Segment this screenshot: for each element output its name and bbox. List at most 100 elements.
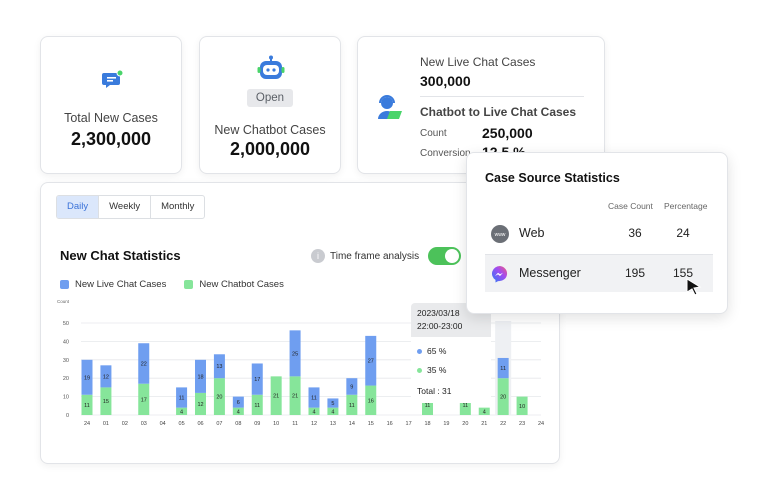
x-tick-label: 10	[273, 421, 279, 427]
open-badge[interactable]: Open	[247, 89, 293, 107]
x-tick-label: 04	[160, 421, 166, 427]
source-row-messenger[interactable]: Messenger 195 155	[485, 254, 713, 292]
source-percentage: 155	[672, 266, 694, 280]
x-tick-label: 15	[368, 421, 374, 427]
info-icon[interactable]: i	[311, 249, 325, 263]
bar-chatbot-label: 21	[273, 394, 279, 400]
x-tick-label: 13	[330, 421, 336, 427]
bar-live	[195, 359, 206, 393]
y-tick-label: 30	[63, 358, 69, 364]
source-row-web[interactable]: www Web 36 24	[485, 215, 713, 253]
bar-live-label: 27	[368, 359, 374, 365]
x-tick-label: 24	[84, 421, 90, 427]
bar-chatbot-label: 15	[103, 399, 109, 405]
bar-chatbot	[346, 394, 358, 415]
bar-chatbot	[308, 407, 320, 415]
x-tick-label: 11	[292, 421, 298, 427]
bar-chatbot-label: 4	[331, 409, 334, 415]
live-cases-label: New Live Chat Cases	[420, 55, 536, 69]
tooltip-live-pct: 65 %	[427, 346, 447, 356]
bar-live	[497, 357, 509, 379]
bar-chatbot	[289, 376, 301, 415]
live-cases-value: 300,000	[420, 73, 471, 89]
bar-chatbot	[459, 394, 471, 415]
bar-chatbot	[270, 376, 282, 415]
agent-headset-icon	[375, 93, 405, 128]
bar-chatbot	[232, 407, 244, 415]
total-cases-label: Total New Cases	[64, 111, 158, 125]
tooltip-total: Total : 31	[417, 386, 452, 396]
bar-live-label: 9	[350, 384, 353, 390]
col-case-count: Case Count	[608, 201, 653, 211]
count-value: 250,000	[482, 125, 533, 141]
source-title: Case Source Statistics	[485, 171, 620, 185]
bar-live	[346, 378, 358, 395]
source-percentage: 24	[676, 226, 690, 240]
bar-live-label: 19	[84, 375, 90, 381]
chart-title: New Chat Statistics	[60, 248, 181, 263]
bar-chatbot-label: 11	[462, 403, 468, 409]
x-tick-label: 01	[103, 421, 109, 427]
tooltip-live-row: 65 %	[411, 346, 491, 356]
source-count: 195	[624, 266, 646, 280]
time-frame-analysis: i Time frame analysis	[311, 247, 462, 265]
bar-chatbot	[478, 407, 490, 415]
bar-live-label: 18	[197, 374, 203, 380]
legend-bot-label: New Chatbot Cases	[199, 279, 284, 290]
bar-live-label: 11	[311, 396, 317, 402]
bot-dot	[417, 367, 422, 373]
bar-chatbot	[81, 394, 93, 415]
legend-bot: New Chatbot Cases	[184, 279, 284, 290]
total-cases-value: 2,300,000	[70, 129, 152, 149]
messenger-icon	[491, 265, 509, 288]
toggle-knob	[445, 249, 460, 263]
robot-icon	[257, 55, 285, 88]
bar-live	[232, 396, 244, 408]
bar-live-label: 22	[141, 361, 147, 367]
bar-live	[100, 365, 112, 388]
chart-legend: New Live Chat Cases New Chatbot Cases	[60, 279, 302, 290]
bar-chatbot-label: 16	[368, 398, 374, 404]
live-chat-cases-card: New Live Chat Cases 300,000 Chatbot to L…	[357, 36, 605, 174]
new-chatbot-cases-card: Open New Chatbot Cases 2,000,000	[199, 36, 341, 174]
count-label: Count	[420, 128, 447, 139]
bar-chatbot-label: 20	[500, 395, 506, 401]
tab-weekly[interactable]: Weekly	[99, 196, 152, 218]
tab-monthly[interactable]: Monthly	[161, 201, 195, 212]
time-frame-toggle[interactable]	[428, 247, 462, 265]
chatbot-cases-label: New Chatbot Cases	[214, 123, 326, 137]
y-tick-label: 40	[63, 339, 69, 345]
bar-chatbot	[176, 407, 188, 415]
divider	[420, 96, 584, 97]
chart-tooltip: 2023/03/18 22:00-23:00 65 % 35 % Total :…	[411, 303, 491, 403]
bar-chatbot-label: 4	[237, 409, 240, 415]
bar-chatbot-label: 4	[312, 409, 315, 415]
bar-chatbot-label: 17	[141, 397, 147, 403]
legend-live-label: New Live Chat Cases	[75, 279, 167, 290]
x-tick-label: 12	[311, 421, 317, 427]
bar-live-label: 5	[331, 401, 334, 407]
x-tick-label: 07	[216, 421, 222, 427]
live-dot	[417, 348, 422, 354]
bar-live	[176, 387, 188, 408]
source-name: Messenger	[519, 266, 581, 280]
bar-live	[365, 335, 377, 386]
case-source-statistics-panel: Case Source Statistics Case Count Percen…	[466, 152, 728, 314]
bar-live	[308, 387, 320, 408]
bar-live-label: 25	[292, 351, 298, 357]
bar-live	[213, 354, 225, 379]
tab-daily[interactable]: Daily	[57, 196, 100, 218]
x-tick-label: 09	[254, 421, 260, 427]
conversion-label: Conversion	[420, 148, 471, 159]
source-count: 36	[628, 226, 642, 240]
chatbot-to-live-label: Chatbot to Live Chat Cases	[420, 105, 577, 119]
bar-chatbot-label: 11	[84, 403, 90, 409]
bar-chatbot	[327, 407, 339, 415]
period-tabs: Daily Weekly Monthly	[56, 195, 206, 219]
legend-bot-swatch	[184, 280, 194, 289]
bar-chatbot-label: 4	[483, 409, 486, 415]
bar-live-label: 12	[103, 374, 109, 380]
bar-chatbot	[251, 394, 263, 415]
x-tick-label: 14	[349, 421, 355, 427]
tooltip-bot-row: 35 %	[411, 365, 491, 375]
